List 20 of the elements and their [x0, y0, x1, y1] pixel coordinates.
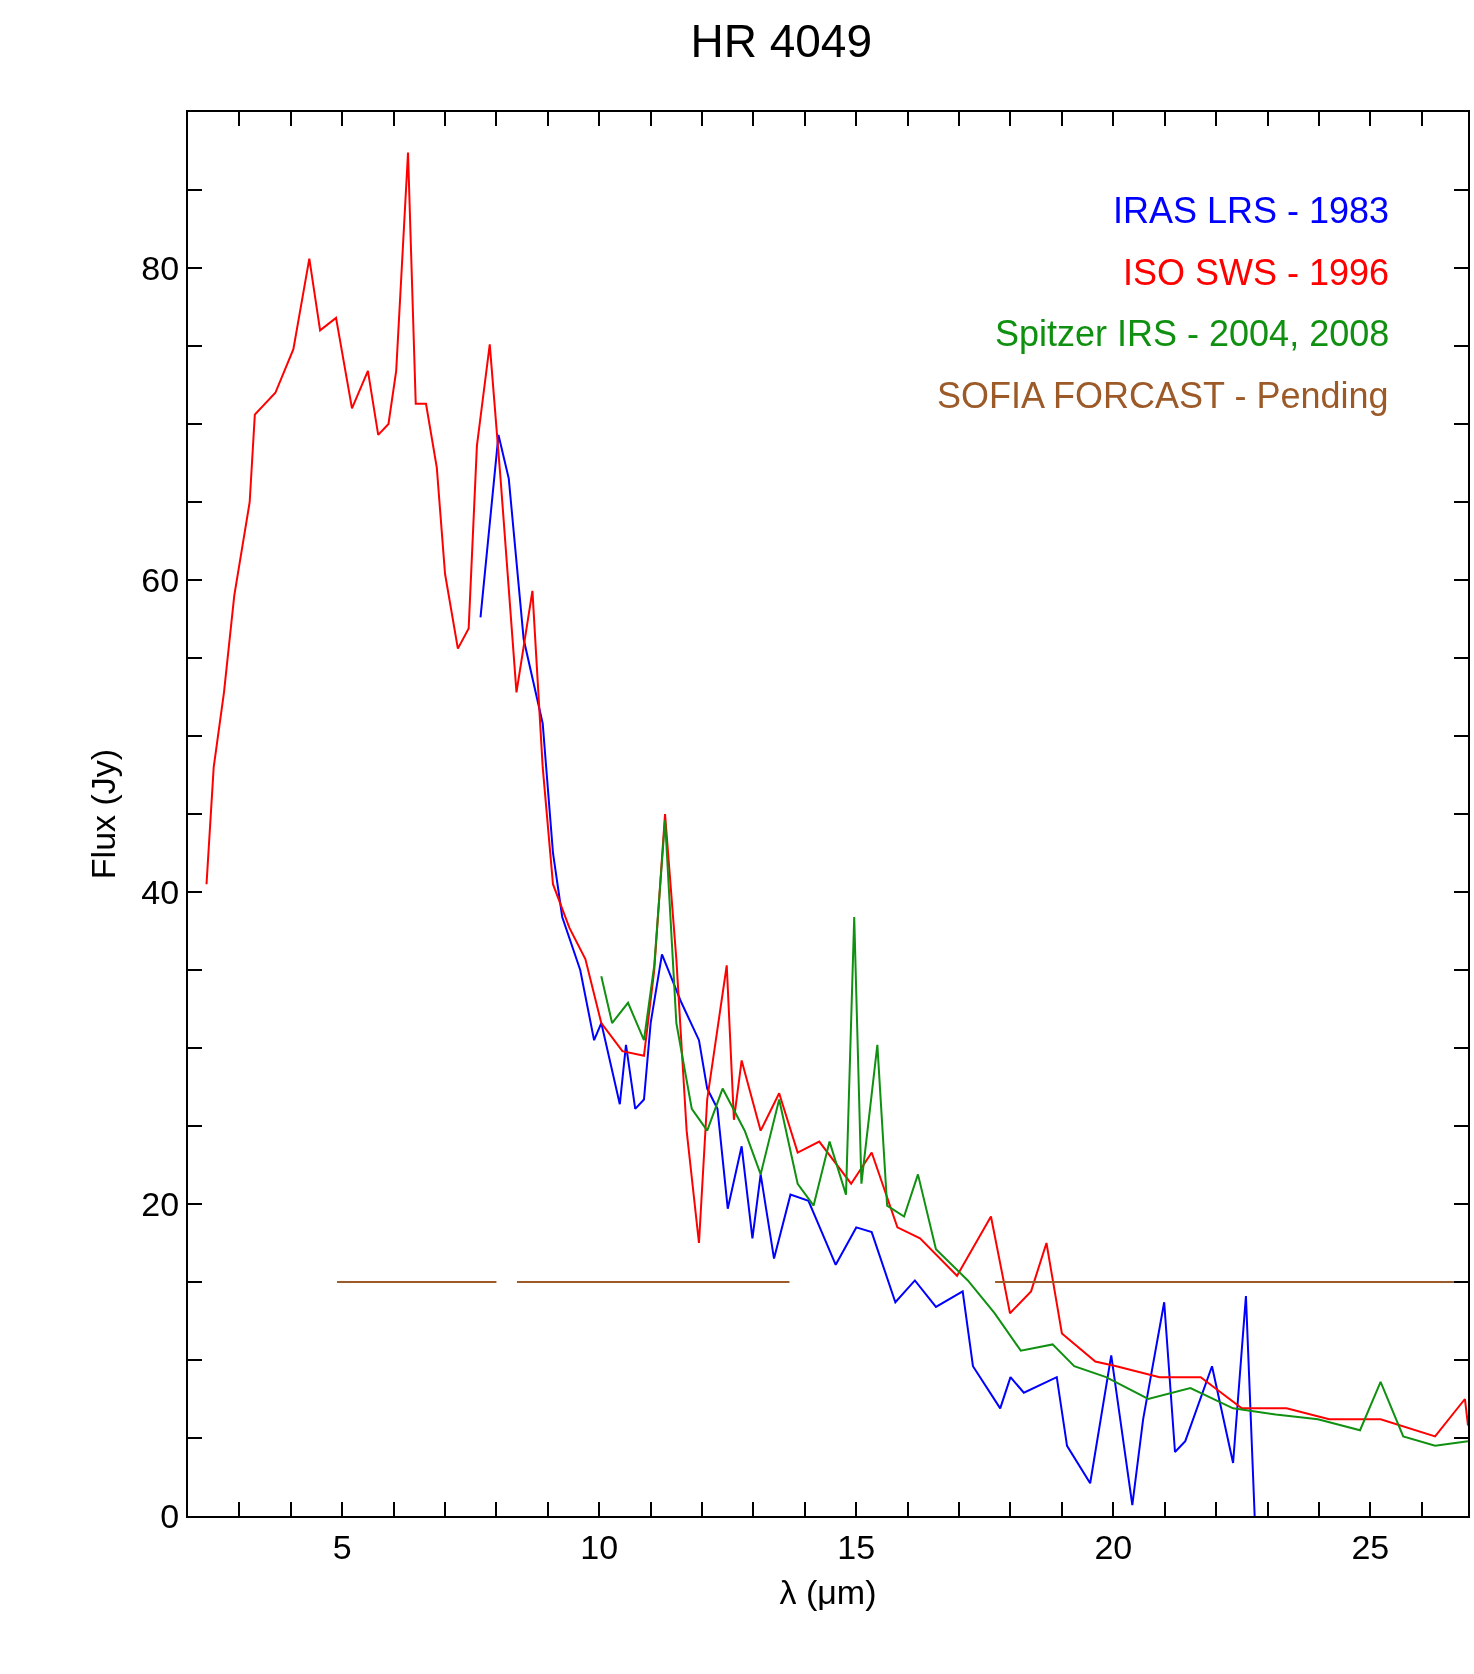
x-axis-title: λ (μm): [779, 1572, 877, 1611]
x-tick-label: 20: [1094, 1527, 1133, 1566]
chart-title: HR 4049: [690, 15, 872, 68]
line-series: [600, 819, 1468, 1447]
x-tick-label: 10: [580, 1527, 619, 1566]
text: IRAS LRS - 1983: [1113, 190, 1390, 231]
y-axis-title: Flux (Jy): [84, 748, 123, 880]
x-tick-label: 15: [837, 1527, 876, 1566]
y-tick-label: 80: [141, 248, 180, 287]
y-tick-label: 20: [141, 1184, 180, 1223]
y-tick-label: 40: [141, 872, 180, 911]
line-series: [479, 433, 1256, 1516]
y-tick-label: 60: [141, 560, 180, 599]
x-tick-label: 25: [1351, 1527, 1390, 1566]
text: Spitzer IRS - 2004, 2008: [995, 313, 1390, 354]
text: SOFIA FORCAST - Pending: [937, 375, 1389, 416]
text: ISO SWS - 1996: [1123, 252, 1390, 293]
line-series: [205, 151, 1468, 1438]
x-tick-label: 5: [332, 1527, 352, 1566]
y-tick-label: 0: [160, 1496, 180, 1535]
